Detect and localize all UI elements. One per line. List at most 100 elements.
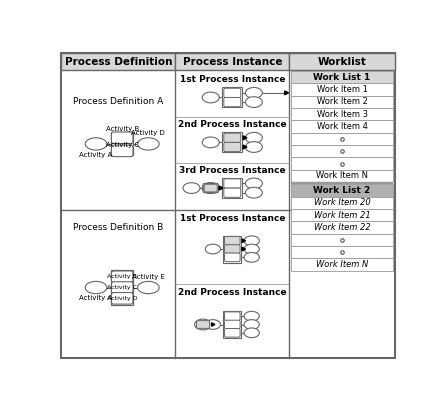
FancyBboxPatch shape <box>225 245 240 253</box>
FancyBboxPatch shape <box>225 328 240 337</box>
Text: Process Definition B: Process Definition B <box>73 223 163 232</box>
Text: Work Item N: Work Item N <box>316 260 368 269</box>
FancyBboxPatch shape <box>225 236 240 245</box>
Bar <box>291 71 393 83</box>
Text: Activity C: Activity C <box>105 142 139 149</box>
Ellipse shape <box>245 178 263 189</box>
Bar <box>291 182 393 184</box>
Ellipse shape <box>194 319 211 330</box>
Text: Work Item 4: Work Item 4 <box>316 122 368 131</box>
FancyBboxPatch shape <box>111 282 133 293</box>
Text: Work Item 1: Work Item 1 <box>316 85 368 94</box>
FancyBboxPatch shape <box>111 271 133 282</box>
FancyBboxPatch shape <box>197 321 210 328</box>
Ellipse shape <box>202 137 219 148</box>
Text: Activity D: Activity D <box>107 296 138 301</box>
Ellipse shape <box>85 138 107 150</box>
Bar <box>291 234 393 246</box>
Bar <box>111 270 133 305</box>
Text: 1st Process Instance: 1st Process Instance <box>179 214 285 223</box>
Text: Work Item 21: Work Item 21 <box>314 211 370 220</box>
Polygon shape <box>242 247 246 251</box>
Ellipse shape <box>245 187 263 198</box>
Text: 1st Process Instance: 1st Process Instance <box>179 75 285 84</box>
FancyBboxPatch shape <box>204 184 217 192</box>
FancyBboxPatch shape <box>111 293 133 304</box>
Text: Work List 2: Work List 2 <box>313 186 371 195</box>
FancyBboxPatch shape <box>224 133 241 142</box>
Bar <box>222 88 243 107</box>
FancyBboxPatch shape <box>111 132 133 144</box>
Bar <box>291 108 393 120</box>
Polygon shape <box>243 145 247 149</box>
Text: Work Item N: Work Item N <box>316 171 368 180</box>
Ellipse shape <box>205 319 221 329</box>
Polygon shape <box>219 186 223 190</box>
FancyBboxPatch shape <box>224 142 241 152</box>
FancyBboxPatch shape <box>224 88 241 98</box>
FancyBboxPatch shape <box>225 253 240 262</box>
Text: Work Item 22: Work Item 22 <box>314 223 370 232</box>
FancyBboxPatch shape <box>224 98 241 107</box>
FancyBboxPatch shape <box>111 145 133 157</box>
Text: Process Definition A: Process Definition A <box>73 96 163 105</box>
Bar <box>291 96 393 108</box>
Bar <box>222 132 243 152</box>
Ellipse shape <box>244 311 259 321</box>
Text: Activity B: Activity B <box>107 274 137 279</box>
Ellipse shape <box>202 183 219 193</box>
Text: Activity C: Activity C <box>107 285 137 290</box>
Ellipse shape <box>85 281 107 294</box>
Bar <box>222 178 243 198</box>
Bar <box>223 236 241 263</box>
Bar <box>291 258 393 271</box>
Text: Process Instance: Process Instance <box>182 57 282 67</box>
Bar <box>291 120 393 133</box>
Polygon shape <box>243 136 247 140</box>
Text: 2nd Process Instance: 2nd Process Instance <box>178 120 287 129</box>
Text: Activity A: Activity A <box>79 152 113 158</box>
Ellipse shape <box>183 183 200 193</box>
Text: 2nd Process Instance: 2nd Process Instance <box>178 287 287 297</box>
Ellipse shape <box>138 281 159 294</box>
Ellipse shape <box>245 88 263 98</box>
Bar <box>61 53 175 70</box>
Text: Worklist: Worklist <box>318 57 367 67</box>
Ellipse shape <box>244 252 259 262</box>
FancyBboxPatch shape <box>224 188 241 197</box>
FancyBboxPatch shape <box>203 184 218 193</box>
Ellipse shape <box>245 142 263 152</box>
Ellipse shape <box>202 92 219 103</box>
Ellipse shape <box>244 244 259 254</box>
Text: Work Item 3: Work Item 3 <box>316 110 368 119</box>
FancyBboxPatch shape <box>225 320 240 329</box>
Ellipse shape <box>244 236 259 245</box>
Text: Work Item 2: Work Item 2 <box>316 97 368 107</box>
Bar <box>291 184 393 197</box>
Bar <box>291 145 393 158</box>
Text: Activity A: Activity A <box>79 295 113 301</box>
Bar <box>291 246 393 258</box>
Text: Activity E: Activity E <box>132 274 165 280</box>
Ellipse shape <box>244 328 259 338</box>
Text: Work Item 20: Work Item 20 <box>314 198 370 207</box>
Bar <box>291 197 393 209</box>
Bar <box>223 311 241 338</box>
Ellipse shape <box>202 183 219 193</box>
Text: 3rd Process Instance: 3rd Process Instance <box>179 166 286 175</box>
Ellipse shape <box>245 132 263 143</box>
Ellipse shape <box>244 319 259 329</box>
Text: Process Definition: Process Definition <box>65 57 172 67</box>
Polygon shape <box>242 239 246 243</box>
Bar <box>291 83 393 96</box>
Ellipse shape <box>205 244 221 254</box>
Ellipse shape <box>138 138 159 150</box>
Bar <box>291 221 393 234</box>
Bar <box>291 158 393 170</box>
Bar <box>111 132 133 155</box>
Bar <box>291 170 393 182</box>
Ellipse shape <box>245 97 263 107</box>
Bar <box>291 209 393 221</box>
Text: Activity B: Activity B <box>105 125 139 131</box>
Bar <box>175 53 289 70</box>
